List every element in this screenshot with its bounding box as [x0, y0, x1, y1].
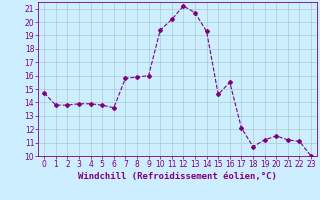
X-axis label: Windchill (Refroidissement éolien,°C): Windchill (Refroidissement éolien,°C)	[78, 172, 277, 181]
